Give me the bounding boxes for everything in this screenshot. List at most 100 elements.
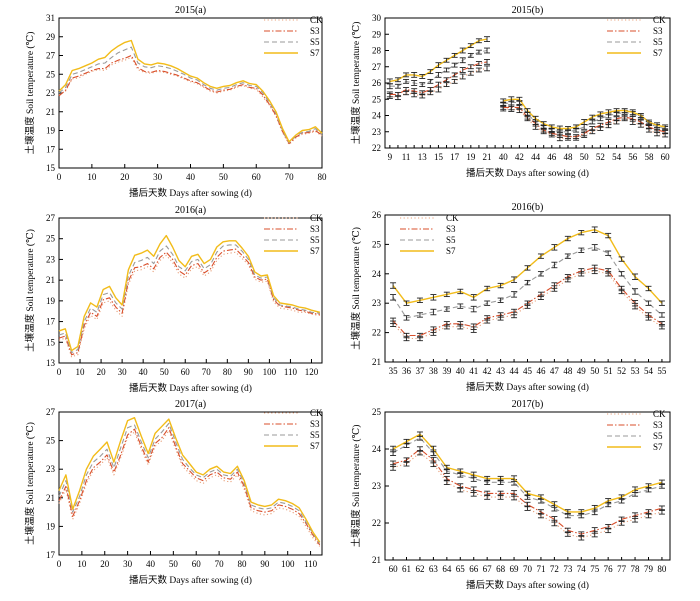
legend-entry-S3: S3 (400, 224, 456, 234)
error-bar (597, 122, 604, 128)
x-tick-label: 48 (563, 152, 573, 162)
legend-label: S7 (446, 246, 456, 256)
error-bar (589, 114, 596, 120)
error-bar (386, 91, 393, 98)
error-bar (548, 124, 555, 130)
x-tick-label: 40 (499, 152, 509, 162)
x-tick-label: 78 (631, 564, 641, 574)
x-tick-label: 71 (536, 564, 545, 574)
legend-label: S3 (653, 420, 663, 430)
error-bar (390, 317, 397, 325)
error-bar (403, 332, 410, 339)
error-bar (618, 494, 625, 500)
legend-label: S5 (310, 37, 320, 47)
error-bar (459, 57, 466, 64)
error-bar (443, 321, 450, 327)
error-bar (443, 306, 450, 312)
x-tick-label: 63 (429, 564, 439, 574)
legend-label: CK (310, 15, 323, 25)
series-line-CK (58, 56, 323, 146)
y-tick-label: 25 (46, 234, 56, 244)
error-bar (451, 72, 458, 78)
x-tick-label: 55 (657, 366, 667, 376)
x-tick-label: 60 (192, 559, 202, 569)
y-tick-label: 21 (372, 555, 381, 565)
error-bar (497, 297, 504, 303)
error-bar (457, 483, 464, 489)
series-line-S3 (58, 248, 320, 356)
x-tick-label: 45 (523, 366, 533, 376)
legend-label: S3 (310, 419, 320, 429)
x-tick-label: 40 (456, 366, 466, 376)
error-bar (578, 268, 585, 274)
error-bar (459, 73, 466, 80)
x-tick-label: 50 (169, 559, 179, 569)
x-tick-label: 37 (415, 366, 425, 376)
error-bar (632, 288, 639, 295)
y-tick-label: 21 (46, 493, 55, 503)
error-bar (524, 490, 531, 497)
panel-title: 2017(b) (512, 399, 544, 410)
y-tick-label: 27 (46, 51, 56, 61)
error-bar (411, 71, 418, 78)
y-tick-label: 15 (46, 337, 56, 347)
error-bar (540, 121, 547, 127)
error-bar (551, 501, 558, 508)
x-tick-label: 58 (644, 152, 654, 162)
legend-entry-S7: S7 (264, 246, 320, 256)
error-bar (457, 321, 464, 327)
error-bar (451, 62, 458, 68)
chart-panel-2017(a): 2017(a) 17 19 21 23 25 27 0 10 20 30 40 50 60 70 80 90 10… (24, 399, 323, 586)
y-tick-label: 23 (46, 88, 56, 98)
legend-entry-S7: S7 (607, 442, 663, 452)
x-axis-label: 播后天数 Days after sowing (d) (129, 574, 252, 586)
legend-entry-S7: S7 (264, 48, 320, 58)
error-bar (537, 271, 544, 277)
error-bar (427, 87, 434, 92)
error-bar (403, 72, 410, 78)
error-bar (597, 111, 604, 117)
x-tick-label: 65 (456, 564, 466, 574)
error-bar (467, 52, 474, 58)
legend-entry-S7: S7 (400, 246, 456, 256)
error-bar (443, 82, 450, 88)
error-bar (511, 308, 518, 316)
error-bar (645, 300, 652, 306)
error-bar (564, 235, 571, 242)
x-tick-label: 40 (146, 559, 156, 569)
series-line-CK (58, 251, 320, 358)
x-axis-label: 播后天数 Days after sowing (d) (129, 382, 252, 394)
y-tick-label: 19 (46, 521, 56, 531)
error-bar (435, 81, 442, 88)
x-tick-label: 70 (523, 564, 533, 574)
error-bar (390, 282, 397, 289)
error-bar (467, 43, 474, 49)
x-tick-label: 10 (77, 559, 87, 569)
y-tick-label: 19 (46, 126, 56, 136)
error-bar (457, 303, 464, 309)
y-tick-label: 21 (46, 107, 55, 117)
y-tick-label: 23 (372, 127, 382, 137)
x-axis-label: 播后天数 Days after sowing (d) (466, 167, 589, 179)
x-tick-label: 0 (57, 367, 62, 377)
error-bar (618, 256, 625, 262)
error-bar (443, 67, 450, 73)
error-bar (564, 253, 571, 259)
plot-frame (58, 411, 323, 556)
legend-label: S5 (653, 37, 663, 47)
x-tick-label: 70 (285, 172, 295, 182)
y-tick-label: 27 (372, 62, 382, 72)
legend-label: S7 (310, 441, 320, 451)
error-bar (430, 445, 437, 453)
error-bar (430, 308, 437, 316)
y-tick-label: 24 (372, 269, 382, 279)
error-bar (658, 479, 665, 485)
error-bar (654, 122, 661, 129)
x-tick-label: 30 (123, 559, 133, 569)
error-bar (484, 315, 491, 321)
error-bar (591, 226, 598, 233)
y-tick-label: 27 (46, 407, 56, 417)
